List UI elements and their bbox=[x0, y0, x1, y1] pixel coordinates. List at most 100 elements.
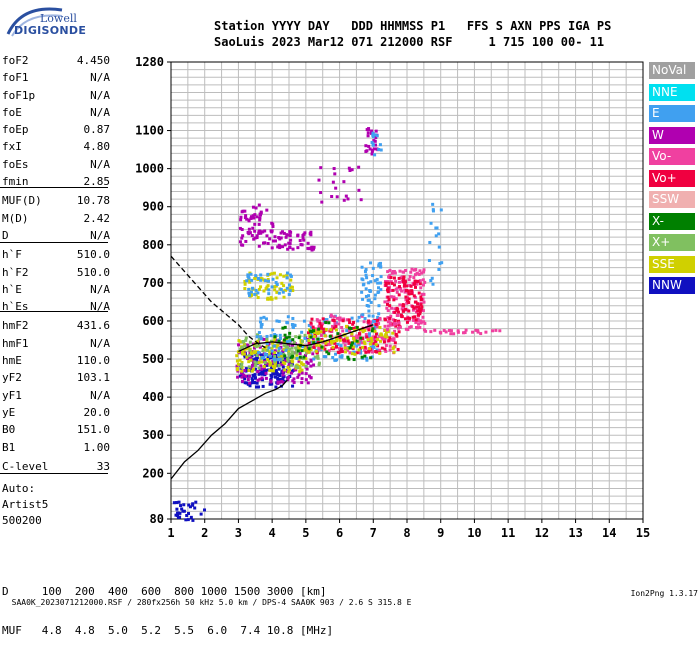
profile-dashed-line bbox=[170, 255, 266, 349]
echo-point bbox=[404, 280, 408, 284]
echo-point bbox=[357, 335, 361, 339]
echo-point bbox=[275, 276, 279, 280]
echo-point bbox=[291, 325, 295, 329]
echo-point bbox=[317, 346, 321, 350]
echo-point bbox=[271, 341, 275, 345]
echo-point bbox=[257, 203, 261, 207]
echo-point bbox=[364, 333, 368, 337]
echo-point bbox=[355, 351, 359, 355]
echo-point bbox=[388, 348, 392, 352]
param-label: foEs bbox=[2, 157, 29, 171]
echo-point bbox=[290, 346, 294, 350]
echo-point bbox=[338, 350, 342, 354]
echo-point bbox=[433, 328, 437, 332]
y-tick-label: 700 bbox=[142, 276, 164, 290]
echo-point bbox=[397, 321, 401, 325]
param-row: MUF(D) 10.78 bbox=[2, 194, 110, 211]
footer-file-info: SAA0K_2023071212000.RSF / 280fx256h 50 k… bbox=[11, 598, 412, 607]
echo-point bbox=[267, 360, 271, 364]
echo-point bbox=[406, 289, 410, 293]
echo-point bbox=[374, 323, 378, 327]
echo-point bbox=[382, 340, 386, 344]
echo-point bbox=[298, 366, 302, 370]
echo-point bbox=[395, 334, 399, 338]
echo-point bbox=[355, 325, 359, 329]
echo-point bbox=[392, 276, 396, 280]
echo-point bbox=[418, 308, 422, 312]
echo-point bbox=[243, 282, 247, 286]
y-tick-label: 600 bbox=[142, 314, 164, 328]
echo-point bbox=[271, 277, 275, 281]
echo-point bbox=[236, 362, 240, 366]
echo-point bbox=[418, 310, 422, 314]
echo-point bbox=[273, 349, 277, 353]
echo-point bbox=[363, 342, 367, 346]
echo-point bbox=[244, 336, 248, 340]
echo-point bbox=[276, 343, 280, 347]
echo-point bbox=[409, 270, 413, 274]
echo-point bbox=[238, 226, 242, 230]
echo-point bbox=[370, 129, 374, 133]
echo-point bbox=[272, 271, 276, 275]
echo-point bbox=[282, 231, 286, 235]
echo-point bbox=[371, 335, 375, 339]
echo-point bbox=[417, 272, 421, 276]
echo-point bbox=[291, 338, 295, 342]
echo-point bbox=[386, 295, 390, 299]
echo-point bbox=[243, 344, 247, 348]
echo-point bbox=[268, 363, 272, 367]
echo-point bbox=[242, 352, 246, 356]
echo-point bbox=[298, 239, 302, 243]
echo-point bbox=[416, 322, 420, 326]
echo-point bbox=[317, 361, 321, 365]
echo-point bbox=[395, 290, 399, 294]
echo-point bbox=[264, 368, 268, 372]
echo-point bbox=[265, 363, 269, 367]
echo-point bbox=[303, 345, 307, 349]
echo-point bbox=[255, 236, 259, 240]
legend-item: Vo- bbox=[649, 148, 695, 165]
y-tick-label: 500 bbox=[142, 352, 164, 366]
echo-point bbox=[252, 351, 256, 355]
echo-point bbox=[406, 299, 410, 303]
auto-label: Auto: bbox=[2, 482, 36, 495]
echo-point bbox=[420, 305, 424, 309]
echo-point bbox=[247, 346, 251, 350]
echo-point bbox=[383, 328, 387, 332]
echo-point bbox=[242, 340, 246, 344]
param-value: 110.0 bbox=[76, 354, 110, 368]
echo-point bbox=[317, 363, 321, 367]
echo-point bbox=[337, 322, 341, 326]
echo-point bbox=[369, 261, 373, 265]
echo-point bbox=[402, 304, 406, 308]
lowell-digisonde-logo: Lowell DIGISONDE bbox=[2, 2, 86, 42]
echo-point bbox=[413, 279, 417, 283]
echo-point bbox=[413, 295, 417, 299]
echo-point bbox=[421, 283, 425, 287]
echo-point bbox=[386, 320, 390, 324]
x-tick-label: 7 bbox=[370, 526, 377, 540]
echo-point bbox=[397, 293, 401, 297]
x-tick-label: 10 bbox=[467, 526, 481, 540]
echo-point bbox=[377, 286, 381, 290]
echo-point bbox=[279, 362, 283, 366]
echo-point bbox=[357, 165, 361, 169]
echo-point bbox=[359, 336, 363, 340]
echo-point bbox=[405, 320, 409, 324]
echo-point bbox=[371, 131, 375, 135]
echo-point bbox=[180, 507, 184, 511]
echo-point bbox=[336, 332, 340, 336]
echo-point bbox=[362, 320, 366, 324]
echo-point bbox=[259, 364, 263, 368]
echo-point bbox=[335, 345, 339, 349]
param-value: N/A bbox=[90, 71, 110, 85]
echo-point bbox=[375, 134, 379, 138]
echo-point bbox=[355, 344, 359, 348]
echo-point bbox=[378, 325, 382, 329]
echo-point bbox=[298, 352, 302, 356]
echo-point bbox=[394, 322, 398, 326]
echo-point bbox=[281, 245, 285, 249]
echo-point bbox=[368, 289, 372, 293]
echo-point bbox=[348, 169, 352, 173]
echo-point bbox=[271, 369, 275, 373]
